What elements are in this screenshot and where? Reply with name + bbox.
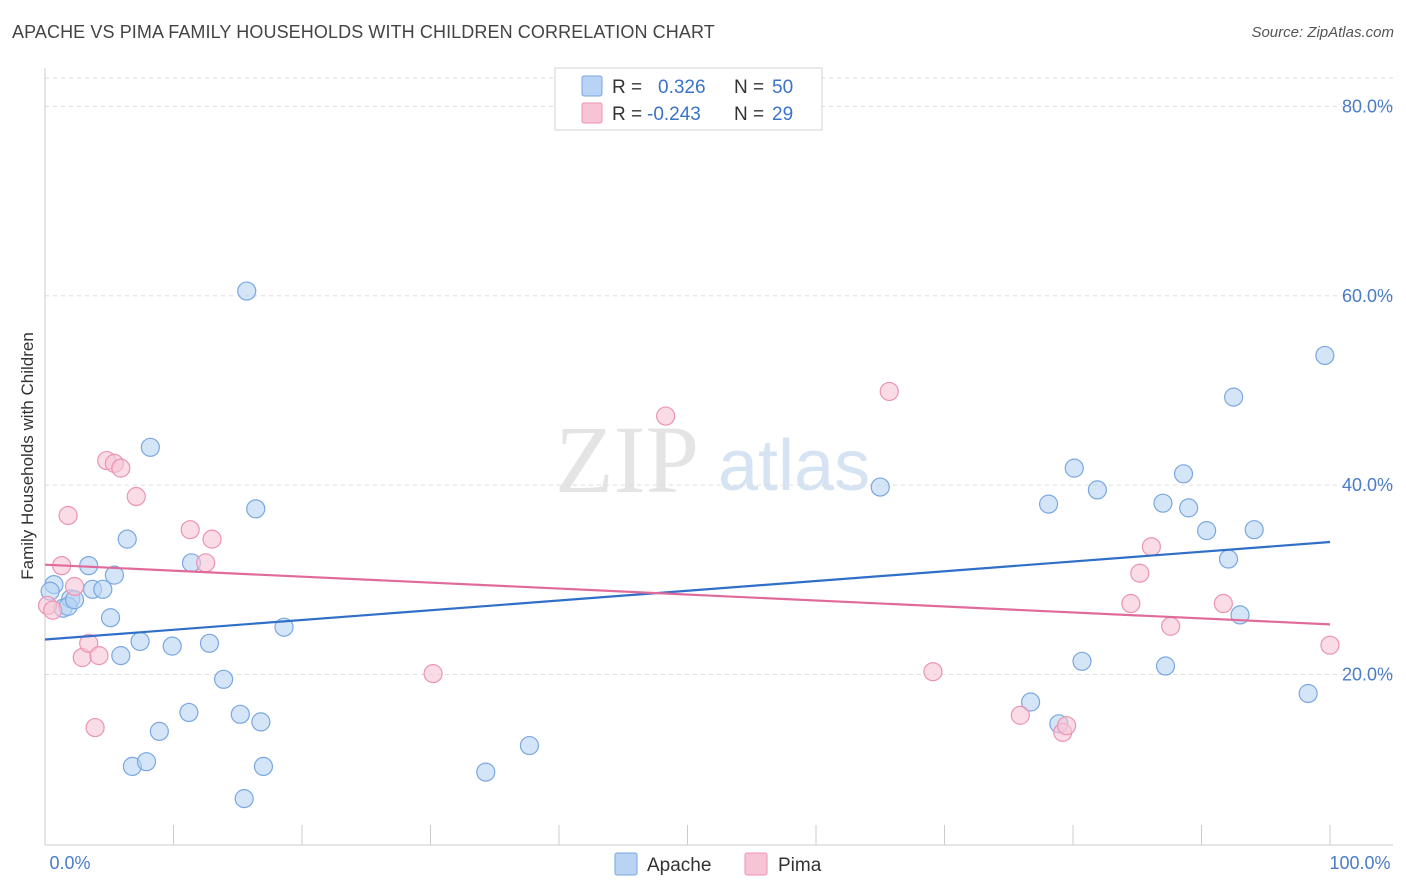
apache-point-46 — [1298, 683, 1318, 704]
apache-point-42 — [1218, 549, 1239, 569]
pima-point-12 — [126, 486, 146, 507]
apache-point-9 — [111, 646, 131, 666]
watermark-atlas: atlas — [718, 426, 870, 506]
pima-point-14 — [196, 553, 216, 573]
apache-point-43 — [1224, 387, 1244, 407]
legend-n-label-apache: N = — [734, 77, 764, 98]
apache-point-11 — [130, 631, 150, 652]
bottom-legend-swatch-pima — [744, 852, 768, 876]
pima-point-1 — [43, 600, 63, 620]
apache-point-20 — [246, 499, 266, 519]
pima-point-4 — [64, 576, 85, 597]
bottom-legend-swatch-apache — [614, 852, 638, 876]
legend-n-value-pima: 29 — [772, 104, 793, 125]
pima-trend-line — [44, 563, 1331, 626]
pima-point-23 — [1121, 593, 1141, 614]
apache-point-21 — [251, 712, 271, 732]
apache-point-6 — [93, 579, 113, 599]
pima-point-16 — [423, 664, 443, 684]
pima-points — [37, 381, 1340, 742]
apache-point-19 — [237, 281, 257, 301]
legend-r-label-apache: R = — [612, 77, 642, 98]
apache-point-45 — [1244, 520, 1264, 540]
apache-point-26 — [234, 789, 254, 809]
legend-swatch-apache — [581, 75, 603, 97]
legend-n-value-apache: 50 — [772, 77, 793, 98]
apache-point-17 — [214, 669, 234, 689]
apache-point-14 — [179, 702, 199, 723]
pima-point-28 — [1320, 635, 1340, 655]
apache-point-34 — [1064, 458, 1084, 478]
apache-point-41 — [1197, 521, 1217, 541]
pima-point-3 — [58, 505, 78, 526]
legend-r-value-apache: 0.326 — [658, 77, 706, 98]
pima-point-25 — [1141, 537, 1161, 557]
apache-point-25 — [149, 721, 169, 741]
apache-point-38 — [1155, 656, 1176, 676]
pima-point-24 — [1130, 563, 1150, 583]
pima-point-18 — [879, 381, 899, 402]
pima-point-19 — [923, 662, 943, 682]
y-tick-label-40: 40.0% — [1342, 475, 1393, 495]
pima-point-17 — [656, 406, 676, 426]
apache-point-27 — [253, 756, 274, 777]
apache-point-40 — [1179, 498, 1199, 518]
apache-point-13 — [162, 636, 182, 656]
pima-point-15 — [202, 529, 222, 549]
apache-point-8 — [104, 565, 124, 585]
chart-title: APACHE VS PIMA FAMILY HOUSEHOLDS WITH CH… — [12, 22, 715, 42]
apache-point-7 — [100, 608, 121, 628]
pima-point-13 — [180, 520, 200, 540]
apache-point-36 — [1087, 480, 1108, 500]
pima-point-20 — [1010, 705, 1030, 725]
apache-point-35 — [1072, 651, 1092, 671]
apache-point-32 — [1038, 494, 1059, 514]
legend-swatch-pima — [581, 102, 603, 124]
apache-point-29 — [519, 735, 540, 756]
y-tick-labels: 20.0% 40.0% 60.0% 80.0% — [1342, 96, 1393, 684]
apache-trend-line — [44, 540, 1331, 641]
legend-r-value-pima: -0.243 — [647, 104, 701, 125]
y-axis-label: Family Households with Children — [18, 332, 37, 580]
apache-point-37 — [1153, 493, 1173, 513]
legend-n-label-pima: N = — [734, 104, 764, 125]
pima-point-7 — [85, 717, 105, 738]
pima-point-8 — [89, 646, 109, 666]
apache-point-10 — [117, 529, 137, 549]
y-tick-label-20: 20.0% — [1342, 665, 1393, 685]
bottom-legend-label-pima: Pima — [778, 855, 822, 876]
apache-point-30 — [870, 477, 890, 497]
apache-point-28 — [476, 762, 496, 782]
legend-r-label-pima: R = — [612, 104, 642, 125]
apache-point-47 — [1315, 345, 1335, 366]
pima-point-26 — [1161, 616, 1181, 636]
apache-point-31 — [1020, 692, 1041, 712]
x-tick-label-min: 0.0% — [49, 853, 90, 873]
watermark-zip: ZIP — [555, 406, 699, 513]
apache-point-18 — [230, 704, 250, 724]
apache-points — [40, 281, 1335, 809]
legend-box: R = 0.326 N = 50 R = -0.243 N = 29 — [554, 67, 823, 131]
pima-point-27 — [1213, 593, 1233, 614]
bottom-legend-label-apache: Apache — [647, 855, 711, 876]
axes — [44, 68, 1393, 846]
apache-point-12 — [140, 437, 160, 457]
pima-point-22 — [1056, 716, 1077, 736]
apache-point-24 — [136, 752, 157, 772]
pima-point-11 — [111, 458, 131, 478]
source-note: Source: ZipAtlas.com — [1251, 24, 1394, 41]
y-tick-label-60: 60.0% — [1342, 286, 1393, 306]
y-tick-label-80: 80.0% — [1342, 96, 1393, 116]
gridlines — [45, 77, 1393, 676]
apache-point-39 — [1173, 464, 1194, 484]
x-tick-label-max: 100.0% — [1329, 853, 1390, 873]
pima-point-6 — [79, 633, 99, 653]
apache-point-16 — [199, 633, 220, 653]
bottom-legend: Apache Pima — [614, 852, 822, 876]
